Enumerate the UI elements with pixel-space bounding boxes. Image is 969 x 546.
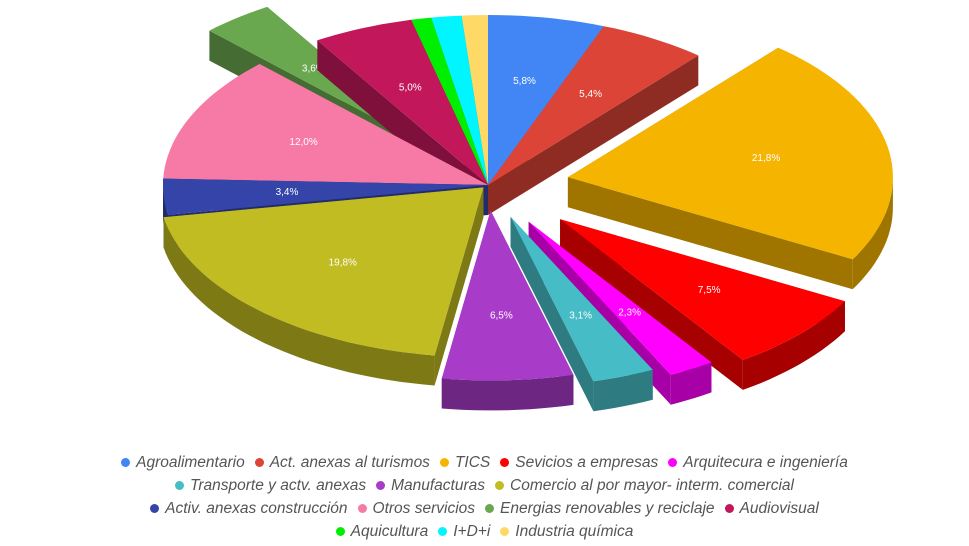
- data-label: 3,4%: [276, 187, 299, 198]
- legend-row: Agroalimentario Act. anexas al turismos TI…: [0, 451, 969, 474]
- slice-side: [670, 362, 712, 405]
- legend-label: Transporte y actv. anexas: [190, 476, 367, 494]
- slice-side: [488, 55, 699, 216]
- legend-marker: [175, 481, 185, 490]
- slice: [431, 15, 488, 185]
- legend-label: Manufacturas: [391, 476, 485, 494]
- slice: [510, 216, 653, 382]
- slice: [441, 210, 574, 381]
- legend-item: Aquicultura: [335, 522, 429, 541]
- legend-label: Otros servicios: [372, 499, 476, 517]
- legend-marker: [500, 527, 510, 536]
- slice: [163, 178, 488, 215]
- data-label: 5,4%: [579, 89, 602, 100]
- legend-marker: [357, 504, 367, 513]
- legend-marker: [500, 458, 510, 467]
- legend-marker: [121, 458, 131, 467]
- slice: [317, 19, 488, 185]
- legend-label: Energias renovables y reciclaje: [500, 499, 715, 517]
- data-label: 3,1%: [569, 310, 592, 321]
- slice-side: [434, 187, 484, 386]
- legend-marker: [438, 527, 448, 536]
- legend-label: Arquitecura e ingeniería: [683, 453, 848, 471]
- legend-marker: [254, 458, 264, 467]
- legend-label: Aquicultura: [350, 522, 429, 540]
- legend-item: Audiovisual: [724, 499, 819, 518]
- legend-item: Activ. anexas construcción: [150, 499, 348, 518]
- legend-item: Energias renovables y reciclaje: [485, 500, 715, 518]
- pie: 5,8% 3,6% 5,0% 5,4% 12,0% 21,8% 3,4% 19,8% 7,5% 2…: [163, 6, 893, 412]
- legend-label: Audiovisual: [739, 499, 819, 517]
- slice-side: [163, 217, 435, 386]
- slice: [461, 15, 488, 185]
- legend-label: Sevicios a empresas: [515, 453, 659, 471]
- slice-side: [441, 374, 574, 411]
- legend-label: Industria química: [515, 522, 634, 540]
- legend-item: Act. anexas al turismos: [254, 453, 430, 472]
- legend-marker: [668, 458, 678, 467]
- slice-side: [852, 177, 893, 290]
- data-label: 6,5%: [490, 310, 513, 321]
- legend-row: Transporte y actv. anexas Manufacturas Com…: [0, 474, 969, 497]
- legend-item: Industria química: [500, 523, 633, 541]
- slice: [560, 219, 845, 360]
- legend-item: Arquitecura e ingeniería: [668, 454, 848, 472]
- legend-row: Aquicultura I+D+i Industria química: [0, 520, 969, 543]
- legend-label: I+D+i: [453, 522, 491, 540]
- legend-marker: [376, 481, 386, 490]
- data-label: 2,3%: [618, 308, 641, 319]
- legend-item: Sevicios a empresas: [500, 454, 658, 472]
- slice: [163, 187, 484, 356]
- legend-marker: [724, 504, 734, 513]
- legend-label: Comercio al por mayor- interm. comercial: [510, 476, 794, 494]
- legend-marker: [439, 458, 449, 467]
- legend-item: TICS: [439, 453, 491, 472]
- data-label: 12,0%: [289, 137, 317, 148]
- slice: [488, 26, 699, 186]
- legend: Agroalimentario Act. anexas al turismos TI…: [0, 451, 969, 543]
- legend-item: Comercio al por mayor- interm. comercial: [495, 477, 794, 495]
- legend-marker: [150, 504, 160, 513]
- slice: [411, 17, 488, 185]
- slice-side: [567, 177, 853, 290]
- data-label: 7,5%: [698, 285, 721, 296]
- legend-item: Transporte y actv. anexas: [175, 477, 366, 495]
- legend-item: Otros servicios: [357, 499, 476, 518]
- slice-side: [560, 219, 743, 390]
- legend-marker: [335, 527, 345, 536]
- slice-side: [593, 369, 653, 412]
- data-label: 5,0%: [399, 82, 422, 93]
- data-label: 5,8%: [513, 76, 536, 87]
- legend-item: I+D+i: [438, 523, 490, 541]
- slice-side: [510, 216, 594, 412]
- legend-item: Agroalimentario: [121, 454, 245, 472]
- slice: [163, 64, 488, 185]
- legend-label: Act. anexas al turismos: [269, 453, 430, 471]
- chart: 5,8% 3,6% 5,0% 5,4% 12,0% 21,8% 3,4% 19,8% 7,5% 2…: [163, 6, 893, 412]
- slice: [567, 47, 893, 260]
- legend-marker: [495, 481, 504, 490]
- slice: [528, 221, 712, 375]
- data-label: 19,8%: [329, 258, 357, 269]
- legend-label: Activ. anexas construcción: [165, 499, 348, 517]
- legend-item: Manufacturas: [376, 477, 485, 495]
- data-label: 21,8%: [752, 153, 780, 164]
- slice-side: [742, 301, 845, 390]
- legend-marker: [485, 504, 495, 513]
- slice: [488, 15, 604, 185]
- legend-label: TICS: [454, 453, 491, 471]
- legend-label: Agroalimentario: [136, 453, 245, 471]
- legend-row: Activ. anexas construcción Otros servicio…: [0, 497, 969, 520]
- data-label: 3,6%: [302, 63, 325, 74]
